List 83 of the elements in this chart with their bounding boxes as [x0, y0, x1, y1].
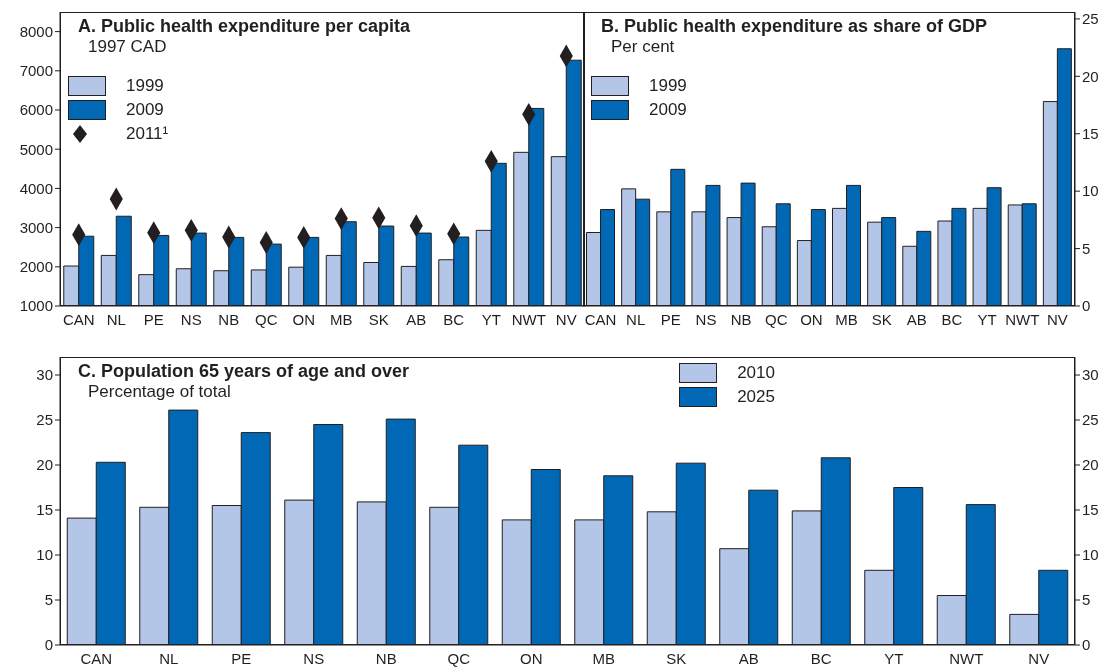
x-tick-label: NL [106, 310, 126, 328]
y2-tick-label: 30 [1082, 366, 1099, 384]
text: Percentage of total [87, 382, 232, 402]
x-tick-label: NV [555, 310, 577, 328]
y-tick-label: 4000 [19, 179, 53, 197]
x-tick-label: NB [218, 310, 240, 328]
y-tick-label: 5 [44, 591, 53, 609]
x-tick-label: CAN [80, 649, 113, 667]
y-tick-label: 25 [36, 411, 53, 429]
y-tick-label: 5000 [19, 140, 53, 158]
x-tick-label: NB [375, 649, 397, 667]
x-tick-label: ON [292, 310, 315, 328]
y-tick-label: 0 [44, 636, 53, 654]
x-tick-label: YT [481, 310, 501, 328]
y2-tick-label: 20 [1082, 456, 1099, 474]
x-tick-label: CAN [584, 310, 617, 328]
y2-tick-label: 15 [1082, 125, 1099, 143]
y-tick-label: 1000 [19, 297, 53, 315]
y-tick-label: 30 [36, 366, 53, 384]
x-tick-label: NWT [511, 310, 546, 328]
x-tick-label: SK [871, 310, 892, 328]
x-tick-label: PE [143, 310, 164, 328]
y2-tick-label: 20 [1082, 67, 1099, 85]
x-tick-label: YT [884, 649, 904, 667]
x-tick-label: QC [255, 310, 278, 328]
y-tick-label: 6000 [19, 101, 53, 119]
y-tick-label: 8000 [19, 22, 53, 40]
y2-tick-label: 10 [1082, 182, 1099, 200]
y-tick-label: 3000 [19, 218, 53, 236]
x-tick-label: NS [303, 649, 325, 667]
x-tick-label: YT [977, 310, 997, 328]
x-tick-label: BC [443, 310, 465, 328]
x-tick-label: NS [695, 310, 717, 328]
chart-title: C. Population 65 years of age and over [78, 361, 410, 382]
x-tick-label: ON [800, 310, 823, 328]
x-tick-label: NL [626, 310, 646, 328]
legend-label: 2009 [649, 100, 687, 120]
y-tick-label: 10 [36, 546, 53, 564]
legend-label: 1999 [126, 76, 164, 96]
x-tick-label: PE [660, 310, 681, 328]
x-tick-label: NWT [949, 649, 984, 667]
legend-label: 1999 [649, 76, 687, 96]
legend-label: 2009 [126, 100, 164, 120]
x-tick-label: SK [368, 310, 389, 328]
y2-tick-label: 5 [1082, 591, 1091, 609]
y2-tick-label: 25 [1082, 10, 1099, 28]
legend-label: 2025 [737, 387, 775, 407]
y2-tick-label: 15 [1082, 501, 1099, 519]
x-tick-label: NV [1047, 310, 1068, 328]
chart-title: B. Public health expenditure as share of GDP [601, 16, 988, 37]
text: Per cent [610, 37, 676, 57]
x-tick-label: ON [520, 649, 543, 667]
y-tick-label: 7000 [19, 62, 53, 80]
y-tick-label: 2000 [19, 258, 53, 276]
x-tick-label: AB [406, 310, 427, 328]
y2-tick-label: 25 [1082, 411, 1099, 429]
x-tick-label: QC [447, 649, 471, 667]
legend-label: 2011¹ [126, 124, 169, 144]
x-tick-label: NV [1028, 649, 1050, 667]
text: 1997 CAD [87, 37, 168, 57]
x-tick-label: CAN [62, 310, 95, 328]
x-tick-label: QC [765, 310, 788, 328]
x-tick-label: MB [330, 310, 353, 328]
x-tick-label: NWT [1005, 310, 1040, 328]
x-tick-label: PE [231, 649, 252, 667]
x-tick-label: SK [666, 649, 687, 667]
x-tick-label: MB [835, 310, 858, 328]
x-tick-label: NB [730, 310, 752, 328]
y2-tick-label: 5 [1082, 239, 1091, 257]
x-tick-label: MB [592, 649, 615, 667]
y-tick-label: 15 [36, 501, 53, 519]
y2-tick-label: 10 [1082, 546, 1099, 564]
x-tick-label: BC [941, 310, 963, 328]
x-tick-label: AB [738, 649, 759, 667]
y-tick-label: 20 [36, 456, 53, 474]
x-tick-label: AB [906, 310, 927, 328]
x-tick-label: NL [159, 649, 179, 667]
legend-label: 2010 [737, 363, 775, 383]
chart-title: A. Public health expenditure per capita [78, 16, 411, 37]
y2-tick-label: 0 [1082, 636, 1091, 654]
y2-tick-label: 0 [1082, 297, 1091, 315]
x-tick-label: BC [810, 649, 832, 667]
x-tick-label: NS [180, 310, 202, 328]
